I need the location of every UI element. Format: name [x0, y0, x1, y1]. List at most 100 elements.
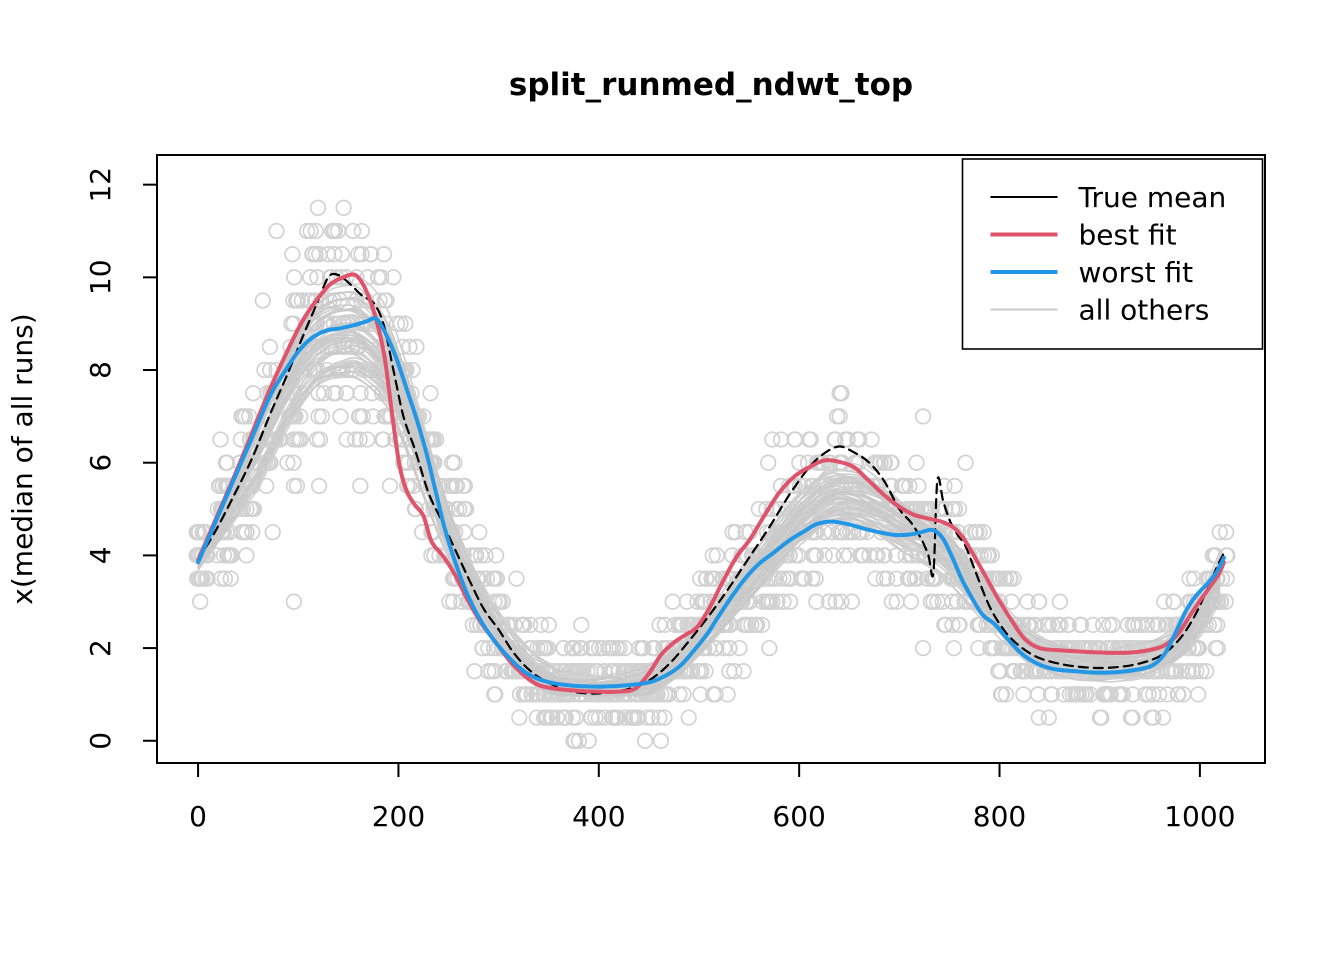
data-point-circle	[708, 547, 725, 564]
data-point-circle	[726, 663, 743, 680]
data-point-circle	[1072, 616, 1089, 634]
data-point-circle	[1209, 639, 1226, 657]
data-point-circle	[761, 639, 778, 657]
data-point-circle	[474, 639, 492, 657]
data-point-circle	[1150, 616, 1167, 634]
data-point-circle	[605, 639, 622, 657]
data-point-circle	[671, 686, 688, 703]
data-point-circle	[1049, 616, 1067, 634]
data-point-circle	[240, 408, 258, 425]
data-point-circle	[279, 454, 296, 471]
data-point-circle	[731, 639, 748, 657]
data-point-circle	[803, 477, 820, 495]
data-point-circle	[719, 686, 736, 703]
data-point-circle	[643, 709, 661, 726]
data-point-circle	[753, 616, 771, 634]
data-point-circle	[1126, 616, 1144, 634]
best-fit-line	[196, 272, 1226, 694]
data-point-circle	[487, 686, 504, 703]
data-point-circle	[1156, 593, 1173, 610]
data-point-circle	[401, 338, 418, 356]
data-point-circle	[222, 570, 239, 587]
data-point-circle	[315, 385, 333, 402]
data-point-circle	[810, 454, 827, 471]
data-point-circle	[289, 292, 306, 309]
data-point-circle	[997, 686, 1015, 703]
data-point-circle	[1169, 686, 1186, 703]
data-point-circle	[472, 547, 490, 564]
data-point-circle	[222, 547, 239, 564]
data-point-circle	[264, 524, 281, 541]
data-point-circle	[573, 616, 590, 634]
data-point-circle	[992, 686, 1010, 703]
data-point-circle	[192, 593, 209, 610]
data-point-circle	[374, 431, 391, 448]
data-point-circle	[423, 547, 440, 564]
data-point-circle	[284, 246, 301, 263]
data-point-circle	[364, 408, 382, 425]
data-point-circle	[307, 222, 324, 240]
legend: True mean best fit worst fit all others	[961, 158, 1264, 350]
data-point-circle	[988, 570, 1005, 587]
x-tick-label: 200	[372, 800, 425, 833]
data-point-circle	[835, 547, 853, 564]
data-point-circle	[478, 570, 496, 587]
x-tick-label: 1000	[1164, 800, 1235, 833]
data-point-circle	[936, 616, 953, 634]
y-tick-label: 10	[84, 259, 117, 295]
data-point-circle	[651, 616, 668, 634]
data-point-circle	[544, 709, 561, 726]
data-point-circle	[781, 593, 799, 610]
data-point-circle	[603, 663, 620, 680]
data-point-circle	[285, 454, 302, 471]
data-point-circle	[1094, 616, 1112, 634]
data-point-circle	[448, 477, 466, 495]
data-point-circle	[834, 524, 851, 541]
data-point-circle	[1165, 593, 1182, 610]
data-point-circle	[833, 385, 850, 402]
data-point-circle	[875, 454, 892, 471]
data-point-circle	[1059, 616, 1077, 634]
data-point-circle	[309, 431, 326, 448]
data-point-circle	[1151, 686, 1168, 703]
data-point-circle	[674, 616, 691, 634]
data-point-circle	[570, 663, 587, 680]
data-point-circle	[286, 269, 303, 286]
data-point-circle	[949, 524, 967, 541]
data-point-circle	[635, 639, 652, 657]
data-point-circle	[749, 616, 766, 634]
data-point-circle	[850, 524, 867, 541]
legend-label: best fit	[1079, 219, 1177, 252]
data-point-circle	[210, 477, 228, 495]
data-point-circle	[566, 732, 584, 749]
data-point-circle	[583, 709, 600, 726]
legend-label: all others	[1079, 294, 1210, 327]
data-point-circle	[333, 269, 350, 286]
data-layer	[188, 199, 1236, 749]
data-point-circle	[806, 500, 823, 518]
data-point-circle	[608, 639, 626, 657]
data-point-circle	[840, 547, 858, 564]
data-point-circle	[883, 593, 900, 610]
data-point-circle	[381, 477, 399, 495]
data-point-circle	[189, 524, 206, 541]
data-point-circle	[1219, 547, 1236, 564]
data-point-circle	[1123, 639, 1141, 657]
data-point-circle	[922, 500, 939, 518]
data-point-circle	[445, 593, 462, 610]
data-point-circle	[878, 570, 896, 587]
data-point-circle	[970, 639, 987, 657]
data-point-circle	[344, 222, 362, 240]
data-point-circle	[625, 709, 642, 726]
data-point-circle	[353, 222, 370, 240]
plot-border	[156, 154, 1266, 764]
data-point-circle	[1074, 639, 1091, 657]
chart-title: split_runmed_ndwt_top	[509, 67, 913, 103]
ensemble-line	[197, 308, 1221, 697]
data-point-circle	[967, 524, 984, 541]
y-axis-label: x(median of all runs)	[6, 313, 39, 604]
data-point-circle	[1051, 593, 1069, 610]
data-point-circle	[1102, 686, 1119, 703]
data-point-circle	[1154, 709, 1172, 726]
